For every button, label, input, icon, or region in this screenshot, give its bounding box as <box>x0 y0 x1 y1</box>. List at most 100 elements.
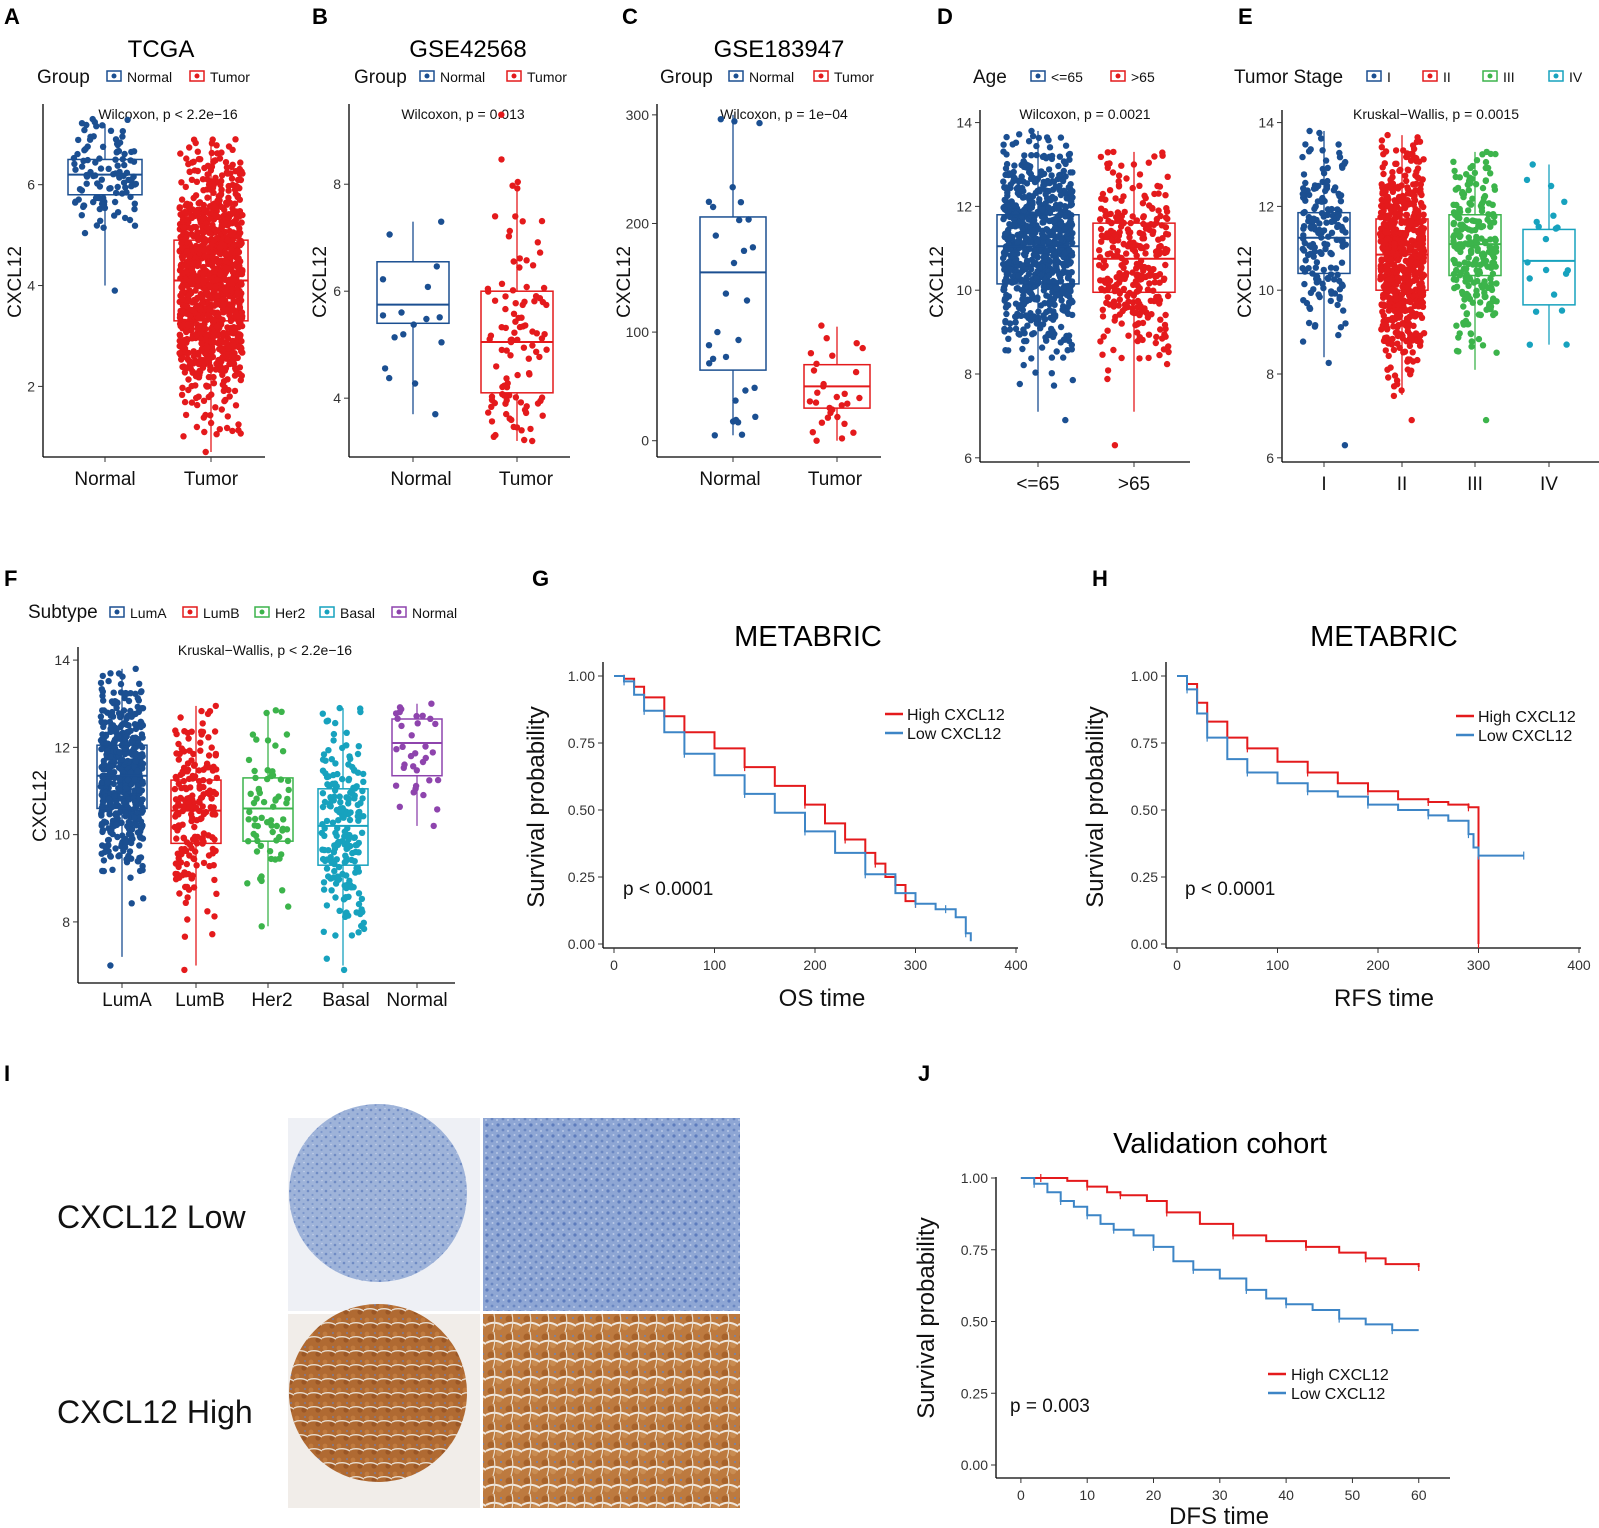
data-point <box>206 293 213 300</box>
data-point <box>433 263 440 270</box>
data-point <box>1399 240 1406 248</box>
data-point <box>1069 239 1076 247</box>
data-point <box>1028 152 1035 159</box>
data-point <box>181 398 189 406</box>
data-point <box>1035 279 1042 286</box>
data-point <box>234 192 241 200</box>
data-point <box>335 874 342 882</box>
data-point <box>1493 349 1500 356</box>
data-point <box>1048 172 1055 179</box>
data-point <box>1129 213 1136 220</box>
data-point <box>1047 307 1054 314</box>
data-point <box>198 346 205 353</box>
data-point <box>1035 134 1043 142</box>
data-point <box>335 817 342 824</box>
data-point <box>1020 251 1028 258</box>
x-tick-label: 50 <box>1345 1487 1361 1503</box>
data-point <box>1327 264 1335 271</box>
data-point <box>503 347 510 354</box>
y-tick-label: 6 <box>333 283 341 299</box>
data-point <box>1122 302 1130 310</box>
data-point <box>1327 297 1335 305</box>
x-tick-label: 0 <box>1017 1487 1025 1503</box>
data-point <box>1411 192 1418 199</box>
data-point <box>736 216 743 224</box>
data-point <box>200 859 208 867</box>
data-point <box>1392 296 1399 303</box>
data-point <box>200 810 208 818</box>
data-point <box>1139 200 1147 207</box>
data-point <box>1016 331 1023 338</box>
data-point <box>1409 150 1416 157</box>
y-tick-label: 0.00 <box>1131 936 1158 952</box>
data-point <box>336 907 343 914</box>
data-point <box>257 842 265 849</box>
data-point <box>78 120 86 127</box>
data-point <box>193 394 200 402</box>
data-point <box>283 731 291 738</box>
data-point <box>1066 219 1074 226</box>
box <box>170 779 222 845</box>
panel-a: A TCGA Group Normal Tumor Wilcoxon, p < … <box>4 4 265 490</box>
data-point <box>536 295 544 302</box>
data-point <box>183 839 191 846</box>
data-point <box>213 890 220 897</box>
data-point <box>1323 219 1330 226</box>
data-point <box>186 358 194 365</box>
data-point <box>123 733 130 740</box>
data-point <box>181 208 189 216</box>
data-point <box>1403 201 1411 209</box>
data-point <box>199 364 207 371</box>
data-point <box>197 358 204 365</box>
panel-b-stat: Wilcoxon, p = 0.013 <box>401 106 525 122</box>
data-point <box>1469 162 1476 170</box>
panel-h-xlabel: RFS time <box>1334 985 1434 1012</box>
data-point <box>128 900 135 907</box>
data-point <box>181 933 189 940</box>
data-point <box>1009 279 1016 286</box>
data-point <box>208 795 215 802</box>
data-point <box>523 283 530 291</box>
data-point <box>344 841 351 848</box>
data-point <box>1301 280 1308 288</box>
data-point <box>1141 192 1148 199</box>
data-point <box>182 847 190 855</box>
data-point <box>1162 214 1170 221</box>
data-point <box>1043 247 1050 254</box>
data-point <box>1391 263 1398 270</box>
y-tick-label: 0.75 <box>568 735 595 751</box>
box <box>1448 214 1502 277</box>
data-point <box>859 344 866 352</box>
panel-e-legend-iv: IV <box>1569 69 1583 85</box>
data-point <box>356 808 363 816</box>
data-point <box>1125 229 1132 236</box>
data-point <box>503 375 510 382</box>
panel-e-ylabel: CXCL12 <box>1235 246 1256 318</box>
y-tick-label: 8 <box>964 366 972 382</box>
data-point <box>533 348 540 355</box>
data-point <box>210 181 217 189</box>
data-point <box>140 895 147 902</box>
legend-key-stage-i <box>1366 70 1382 82</box>
data-point <box>173 835 180 842</box>
panel-h-title: METABRIC <box>1310 621 1458 653</box>
data-point <box>1413 180 1420 187</box>
data-point <box>1404 358 1411 365</box>
data-point <box>1402 219 1409 226</box>
data-point <box>235 313 242 320</box>
legend-key-normal <box>419 70 435 82</box>
km-plot-h: 0.000.250.500.751.000 100 200 300 400 <box>1131 662 1591 973</box>
data-point <box>1406 244 1413 251</box>
data-point <box>818 419 826 426</box>
data-point <box>1021 152 1028 159</box>
data-point <box>232 402 240 409</box>
data-point <box>207 215 214 222</box>
data-point <box>502 305 509 313</box>
x-tick-label: 0 <box>1173 957 1181 973</box>
data-point <box>1162 311 1169 319</box>
data-point <box>235 421 242 428</box>
legend-key-young <box>1030 70 1046 82</box>
data-point <box>512 394 520 401</box>
data-point <box>83 180 90 187</box>
data-point <box>1396 264 1404 272</box>
